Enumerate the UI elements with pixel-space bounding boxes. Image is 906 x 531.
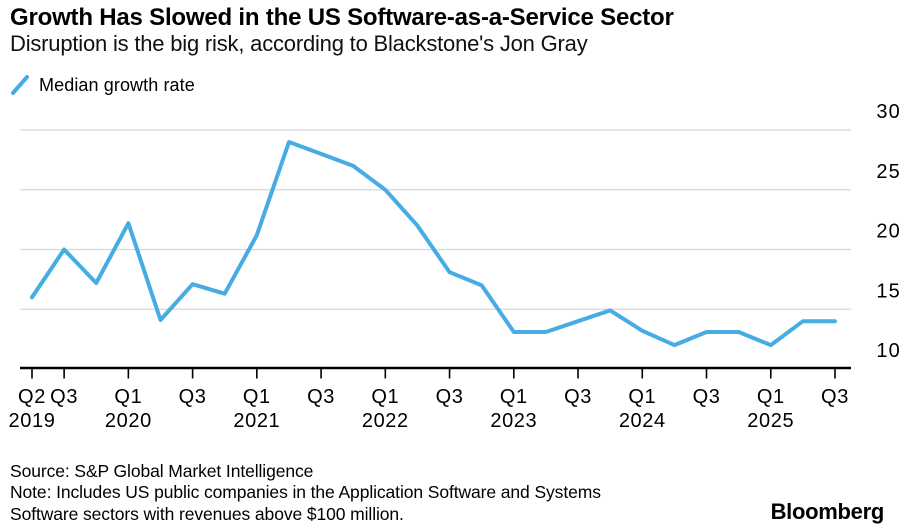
- x-tick-label: Q3: [436, 386, 464, 408]
- legend-line-slash-icon: [11, 75, 29, 95]
- source-line: Source: S&P Global Market Intelligence: [10, 461, 314, 481]
- legend-label: Median growth rate: [39, 74, 195, 95]
- x-tick-label: Q3: [50, 386, 78, 408]
- x-tick-label: Q3: [821, 386, 849, 408]
- x-tick-label: Q1: [243, 386, 271, 408]
- x-tick-label: Q1: [371, 386, 399, 408]
- legend: Median growth rate: [10, 74, 195, 96]
- year-label: 2020: [105, 410, 152, 432]
- y-tick-label: 20: [876, 221, 901, 243]
- median-growth-rate-line: [30, 140, 837, 348]
- chart-title: Growth Has Slowed in the US Software-as-…: [10, 4, 674, 31]
- x-tick-label: Q1: [757, 386, 785, 408]
- x-tick-label: Q3: [307, 386, 335, 408]
- year-label: 2019: [9, 410, 56, 432]
- y-tick-label: 25: [876, 161, 901, 183]
- x-tick-label: Q3: [693, 386, 721, 408]
- year-label: 2021: [233, 410, 280, 432]
- chart-subtitle: Disruption is the big risk, according to…: [10, 31, 588, 56]
- year-label: 2023: [490, 410, 537, 432]
- year-label: 2025: [747, 410, 794, 432]
- x-tick-label: Q1: [500, 386, 528, 408]
- x-tick-label: Q3: [179, 386, 207, 408]
- note-line-1: Note: Includes US public companies in th…: [10, 482, 601, 503]
- x-tick-label: Q2: [18, 386, 46, 408]
- x-tick-label: Q1: [628, 386, 656, 408]
- footnotes: Source: S&P Global Market Intelligence N…: [10, 461, 601, 525]
- note-line-2: Software sectors with revenues above $10…: [10, 503, 404, 524]
- x-tick-label: Q3: [564, 386, 592, 408]
- y-tick-label: 10: [876, 340, 901, 362]
- y-tick-label: 15: [876, 280, 901, 302]
- year-label: 2022: [362, 410, 409, 432]
- year-label: 2024: [619, 410, 666, 432]
- y-tick-label: 30: [876, 101, 901, 123]
- x-tick-label: Q1: [114, 386, 142, 408]
- bloomberg-logo: Bloomberg: [770, 499, 885, 524]
